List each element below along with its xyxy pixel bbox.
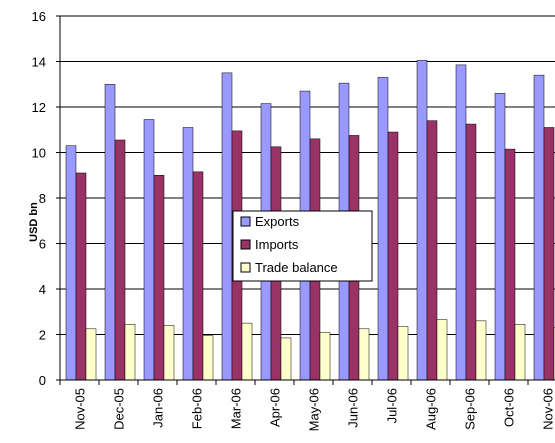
- legend-swatch: [240, 262, 251, 273]
- bar-imports: [114, 139, 126, 381]
- y-tick-label: 2: [39, 328, 46, 343]
- bar-exports: [182, 127, 194, 381]
- legend-swatch: [240, 216, 251, 227]
- legend-box: [232, 210, 373, 282]
- bar-imports: [387, 131, 399, 381]
- legend-label: Exports: [255, 214, 300, 229]
- bar-trade-balance: [280, 337, 292, 381]
- bar-imports: [426, 120, 438, 381]
- bar-trade-balance: [475, 320, 487, 381]
- bar-trade-balance: [436, 319, 448, 381]
- bar-trade-balance: [397, 326, 409, 381]
- bar-trade-balance: [202, 335, 214, 381]
- x-tick-label: Dec-05: [112, 388, 127, 430]
- bar-exports: [221, 72, 233, 381]
- bar-exports: [377, 77, 389, 381]
- x-tick-label: May-06: [307, 388, 322, 431]
- bar-exports: [455, 64, 467, 381]
- x-tick-label: Mar-06: [229, 388, 244, 429]
- legend: Exports Imports Trade balance: [232, 210, 373, 282]
- legend-label: Imports: [255, 237, 299, 252]
- y-tick-label: 14: [32, 55, 46, 70]
- bar-imports: [465, 123, 477, 381]
- legend-label: Trade balance: [255, 260, 338, 275]
- bar-trade-balance: [319, 331, 331, 381]
- x-tick-label: Nov-05: [73, 388, 88, 430]
- y-tick-label: 12: [32, 100, 46, 115]
- bar-imports: [192, 171, 204, 381]
- bar-exports: [416, 60, 428, 381]
- x-tick-labels: Nov-05 Dec-05 Jan-06 Feb-06 Mar-06 Apr-06 May-…: [73, 388, 555, 431]
- y-tick-label: 4: [39, 282, 46, 297]
- bar-trade-balance: [163, 325, 175, 381]
- bar-imports: [153, 175, 165, 381]
- bar-exports: [533, 74, 545, 381]
- bar-exports: [494, 93, 506, 381]
- x-tick-label: Jun-06: [346, 388, 361, 428]
- axes: [56, 15, 555, 385]
- legend-swatch: [240, 239, 251, 250]
- x-tick-label: Feb-06: [190, 388, 205, 429]
- x-tick-label: Aug-06: [424, 388, 439, 430]
- bar-imports: [543, 127, 555, 381]
- y-tick-label: 8: [39, 191, 46, 206]
- y-axis-title: USD bn: [28, 202, 40, 242]
- x-tick-label: Sep-06: [463, 388, 478, 430]
- y-tick-label: 0: [39, 373, 46, 388]
- bar-trade-balance: [124, 324, 136, 381]
- x-tick-label: Apr-06: [268, 388, 283, 427]
- x-tick-label: Jul-06: [385, 388, 400, 423]
- y-tick-label: 6: [39, 237, 46, 252]
- y-tick-label: 10: [32, 146, 46, 161]
- bar-exports: [65, 145, 77, 381]
- bar-trade-balance: [241, 322, 253, 381]
- bar-exports: [104, 84, 116, 381]
- y-tick-label: 16: [32, 9, 46, 24]
- bar-imports: [75, 172, 87, 381]
- bar-trade-balance: [514, 324, 526, 381]
- y-tick-labels: 0 2 4 6 8 10 12 14 16: [32, 9, 46, 388]
- bar-trade-balance: [358, 328, 370, 381]
- x-tick-label: Jan-06: [151, 388, 166, 428]
- x-tick-label: Oct-06: [502, 388, 517, 427]
- bar-trade-balance: [85, 328, 97, 381]
- bar-exports: [143, 119, 155, 381]
- bar-imports: [504, 148, 516, 381]
- x-tick-label: Nov-06: [541, 388, 555, 430]
